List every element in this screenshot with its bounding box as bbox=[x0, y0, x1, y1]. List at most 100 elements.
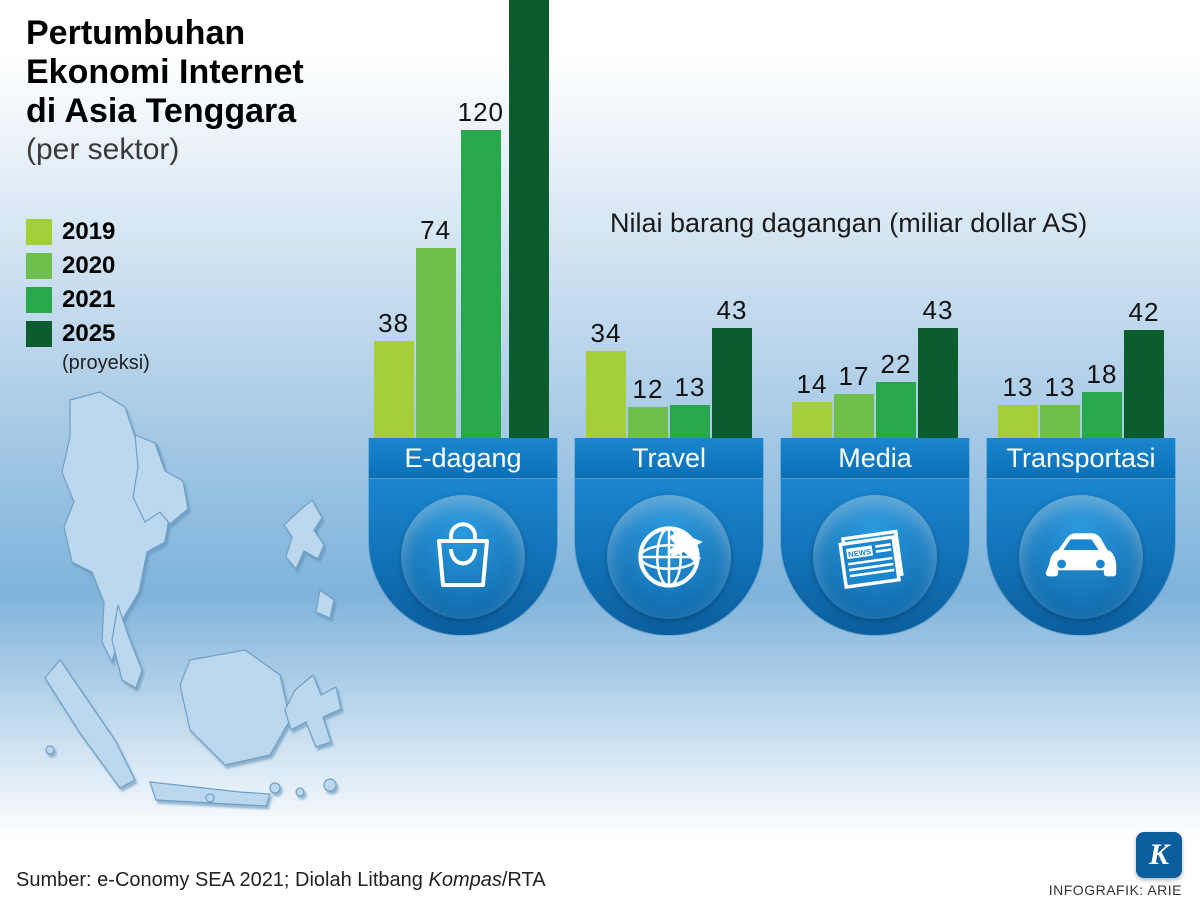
bar bbox=[712, 328, 752, 438]
bar-row: 14 17 22 43 bbox=[780, 0, 970, 438]
sector-icon-circle bbox=[1019, 495, 1143, 619]
sector-icon-pill: NEWS bbox=[780, 478, 970, 636]
bar bbox=[834, 394, 874, 438]
chart-group: 14 17 22 43 Media NEWS bbox=[780, 0, 970, 636]
source-em: Kompas bbox=[428, 869, 501, 891]
bar bbox=[461, 130, 501, 438]
legend-year-label: 2025 bbox=[62, 320, 115, 348]
legend-year-label: 2019 bbox=[62, 218, 115, 246]
legend-item: 2025 bbox=[26, 320, 150, 348]
bar-row: 13 13 18 42 bbox=[986, 0, 1176, 438]
bar-value-label: 17 bbox=[839, 361, 870, 392]
bar-value-label: 13 bbox=[675, 372, 706, 403]
bar-row: 38 74 120234 bbox=[368, 0, 558, 438]
bar-wrap: 42 bbox=[1124, 297, 1164, 438]
car-icon bbox=[1037, 513, 1125, 601]
bar-wrap: 43 bbox=[918, 295, 958, 438]
legend-item: 2021 bbox=[26, 286, 150, 314]
bar-value-label: 12 bbox=[633, 374, 664, 405]
sector-icon-circle bbox=[401, 495, 525, 619]
bar bbox=[876, 382, 916, 438]
bar-value-label: 74 bbox=[420, 215, 451, 246]
bar-wrap: 43 bbox=[712, 295, 752, 438]
bar-wrap: 18 bbox=[1082, 359, 1122, 438]
sector-icon-circle: NEWS bbox=[813, 495, 937, 619]
newspaper-icon: NEWS bbox=[832, 514, 918, 600]
bar-value-label: 43 bbox=[923, 295, 954, 326]
bar-row: 34 12 13 43 bbox=[574, 0, 764, 438]
sector-icon-pill bbox=[986, 478, 1176, 636]
source-prefix: Sumber: bbox=[16, 869, 97, 891]
bar-wrap: 34 bbox=[586, 318, 626, 438]
sector-label: Travel bbox=[574, 438, 764, 478]
bar bbox=[1082, 392, 1122, 438]
infographic-canvas: Pertumbuhan Ekonomi Internet di Asia Ten… bbox=[0, 0, 1200, 912]
sector-label: Transportasi bbox=[986, 438, 1176, 478]
bar-value-label: 13 bbox=[1003, 372, 1034, 403]
credit-text: INFOGRAFIK: ARIE bbox=[1049, 882, 1182, 898]
bar-wrap: 13 bbox=[670, 372, 710, 438]
title-subtitle: (per sektor) bbox=[26, 133, 366, 167]
sector-icon-pill bbox=[368, 478, 558, 636]
bar-wrap: 17 bbox=[834, 361, 874, 438]
bar-value-label: 18 bbox=[1087, 359, 1118, 390]
bar-value-label: 43 bbox=[717, 295, 748, 326]
title-line-1: Pertumbuhan bbox=[26, 14, 366, 53]
shopping-bag-icon bbox=[423, 517, 503, 597]
legend-swatch bbox=[26, 219, 52, 245]
bar-value-label: 38 bbox=[378, 308, 409, 339]
bar bbox=[1040, 405, 1080, 438]
bar-wrap: 234 bbox=[506, 0, 552, 438]
source-main: e-Conomy SEA 2021; Diolah Litbang bbox=[97, 869, 428, 891]
bar bbox=[918, 328, 958, 438]
bar bbox=[628, 407, 668, 438]
bar bbox=[416, 248, 456, 438]
globe-plane-icon bbox=[627, 515, 711, 599]
bar-value-label: 14 bbox=[797, 369, 828, 400]
legend-swatch bbox=[26, 287, 52, 313]
sector-label: E-dagang bbox=[368, 438, 558, 478]
legend-projection-note: (proyeksi) bbox=[26, 352, 150, 375]
sector-icon-circle bbox=[607, 495, 731, 619]
bar-wrap: 13 bbox=[998, 372, 1038, 438]
bar-wrap: 13 bbox=[1040, 372, 1080, 438]
chart-group: 13 13 18 42 Transportasi bbox=[986, 0, 1176, 636]
legend: 2019 2020 2021 2025 (proyeksi) bbox=[26, 218, 150, 375]
map-sea-icon bbox=[0, 390, 360, 810]
legend-swatch bbox=[26, 321, 52, 347]
bar bbox=[998, 405, 1038, 438]
bar-wrap: 74 bbox=[416, 215, 456, 438]
bar-wrap: 12 bbox=[628, 374, 668, 438]
bar bbox=[1124, 330, 1164, 438]
bar bbox=[509, 0, 549, 438]
legend-item: 2019 bbox=[26, 218, 150, 246]
title-line-3: di Asia Tenggara bbox=[26, 92, 366, 131]
legend-year-label: 2021 bbox=[62, 286, 115, 314]
legend-year-label: 2020 bbox=[62, 252, 115, 280]
kompas-logo-icon: K bbox=[1136, 832, 1182, 878]
bar-value-label: 22 bbox=[881, 349, 912, 380]
legend-swatch bbox=[26, 253, 52, 279]
chart-group: 38 74 120234E-dagang bbox=[368, 0, 558, 636]
credit-block: K INFOGRAFIK: ARIE bbox=[1049, 832, 1182, 898]
bar-value-label: 34 bbox=[591, 318, 622, 349]
source-text: Sumber: e-Conomy SEA 2021; Diolah Litban… bbox=[16, 869, 546, 892]
legend-item: 2020 bbox=[26, 252, 150, 280]
source-suffix: /RTA bbox=[502, 869, 546, 891]
bar-wrap: 22 bbox=[876, 349, 916, 438]
bar-wrap: 38 bbox=[374, 308, 414, 438]
bar-wrap: 120 bbox=[458, 97, 504, 438]
bar bbox=[374, 341, 414, 438]
bar-value-label: 13 bbox=[1045, 372, 1076, 403]
title-line-2: Ekonomi Internet bbox=[26, 53, 366, 92]
bar bbox=[586, 351, 626, 438]
charts-area: 3874120234E-dagang 34121343Travel 141722… bbox=[368, 18, 1188, 838]
sector-label: Media bbox=[780, 438, 970, 478]
bar-value-label: 120 bbox=[458, 97, 504, 128]
bar-wrap: 14 bbox=[792, 369, 832, 438]
title-block: Pertumbuhan Ekonomi Internet di Asia Ten… bbox=[26, 14, 366, 167]
bar-value-label: 42 bbox=[1129, 297, 1160, 328]
bar bbox=[670, 405, 710, 438]
chart-group: 34 12 13 43 Travel bbox=[574, 0, 764, 636]
sector-icon-pill bbox=[574, 478, 764, 636]
